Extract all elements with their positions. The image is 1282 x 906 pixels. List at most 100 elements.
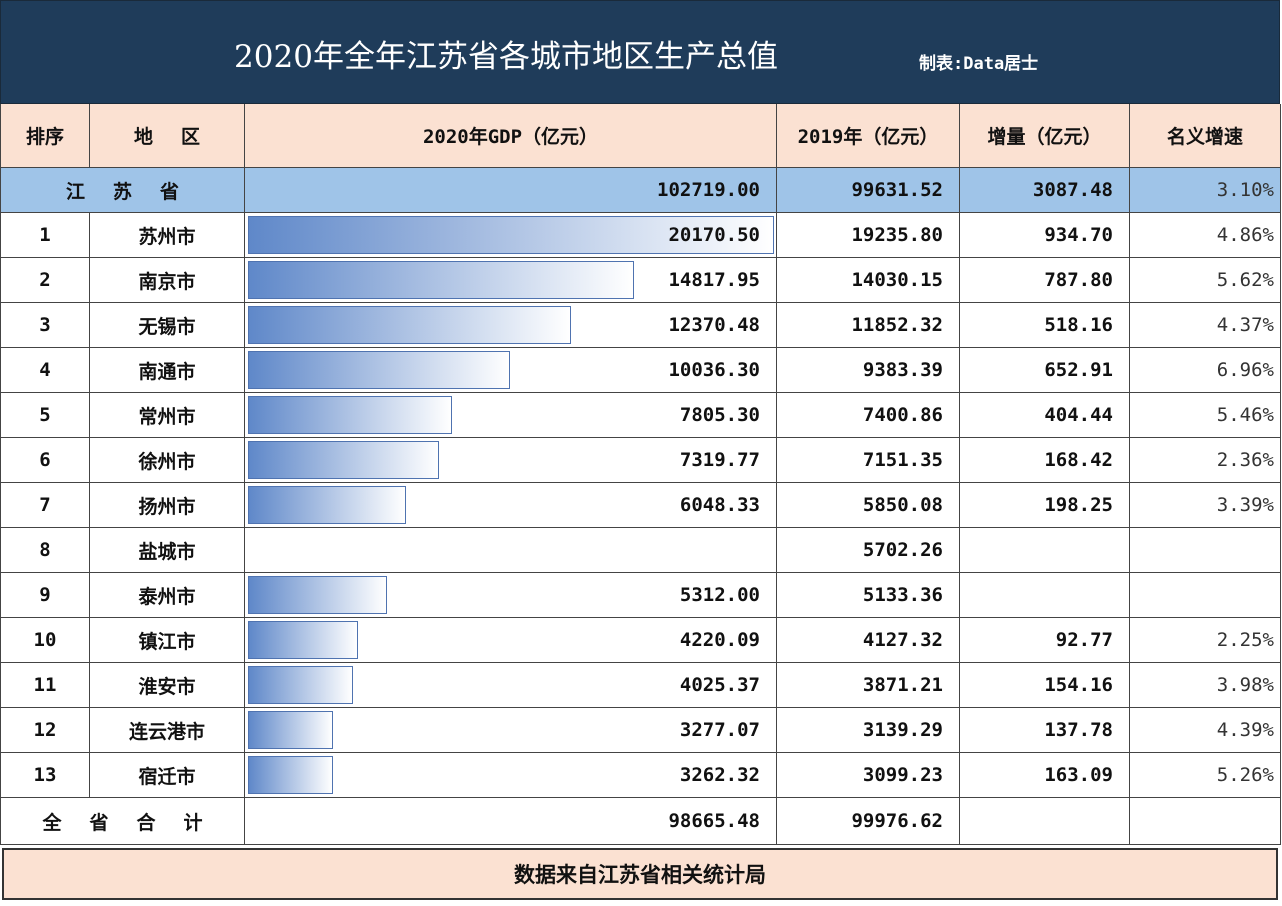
gdp-2019: 4127.32 — [777, 618, 960, 663]
cell-text: 137.78 — [1044, 719, 1113, 741]
cell-text: 5133.36 — [862, 584, 943, 606]
rank: 12 — [0, 708, 90, 753]
cell-text: 4.86% — [1216, 224, 1274, 246]
city: 镇江市 — [90, 618, 245, 663]
city: 苏州市 — [90, 213, 245, 258]
cell-text: 5.26% — [1216, 764, 1274, 786]
cell-text: 镇江市 — [138, 630, 196, 653]
gdp-2020: 5312.00 — [245, 573, 777, 618]
cell-text: 404.44 — [1044, 404, 1113, 426]
growth-rate: 4.39% — [1130, 708, 1281, 753]
increase: 934.70 — [960, 213, 1130, 258]
cell-text: 苏州市 — [138, 225, 196, 248]
gdp-2019: 3099.23 — [777, 753, 960, 798]
gdp-2019: 11852.32 — [777, 303, 960, 348]
gdp-2020: 3262.32 — [245, 753, 777, 798]
growth-rate — [1130, 528, 1281, 573]
cell-text: 3099.23 — [862, 764, 943, 786]
column-header: 排序 — [0, 104, 90, 168]
data-bar — [248, 441, 439, 479]
cell-text: 92.77 — [1055, 629, 1113, 651]
cell-text: 淮安市 — [138, 675, 196, 698]
cell-text: 787.80 — [1044, 269, 1113, 291]
total-cell — [1130, 798, 1281, 845]
province-cell: 3087.48 — [960, 168, 1130, 213]
city: 南京市 — [90, 258, 245, 303]
cell-text: 江苏省 — [65, 180, 207, 203]
cell-text: 3087.48 — [1032, 179, 1113, 201]
cell-text: 7 — [39, 494, 51, 516]
column-header: 2019年（亿元） — [777, 104, 960, 168]
cell-text: 10 — [33, 629, 57, 651]
gdp-2020: 10036.30 — [245, 348, 777, 393]
cell-text: 13 — [33, 764, 57, 786]
cell-text: 11 — [33, 674, 57, 696]
cell-text: 连云港市 — [128, 720, 205, 743]
increase — [960, 573, 1130, 618]
cell-text: 2.25% — [1216, 629, 1274, 651]
cell-text: 盐城市 — [138, 540, 196, 563]
increase: 92.77 — [960, 618, 1130, 663]
data-bar — [248, 621, 359, 659]
gdp-2020: 14817.95 — [245, 258, 777, 303]
cell-text: 3.10% — [1216, 179, 1274, 201]
cell-text: 2020年GDP（亿元） — [422, 126, 599, 148]
cell-text: 5312.00 — [679, 584, 760, 606]
growth-rate: 4.86% — [1130, 213, 1281, 258]
gdp-2019: 19235.80 — [777, 213, 960, 258]
cell-text: 518.16 — [1044, 314, 1113, 336]
city: 常州市 — [90, 393, 245, 438]
growth-rate: 5.26% — [1130, 753, 1281, 798]
increase: 787.80 — [960, 258, 1130, 303]
cell-text: 7400.86 — [862, 404, 943, 426]
city: 淮安市 — [90, 663, 245, 708]
cell-text: 5 — [39, 404, 51, 426]
gdp-2019: 14030.15 — [777, 258, 960, 303]
cell-text: 宿迁市 — [138, 765, 196, 788]
column-header: 2020年GDP（亿元） — [245, 104, 777, 168]
data-bar — [248, 306, 571, 344]
increase: 198.25 — [960, 483, 1130, 528]
cell-text: 7805.30 — [679, 404, 760, 426]
data-bar — [248, 261, 635, 299]
gdp-2019: 5702.26 — [777, 528, 960, 573]
cell-text: 增量（亿元） — [987, 126, 1102, 148]
cell-text: 4.39% — [1216, 719, 1274, 741]
cell-text: 3277.07 — [679, 719, 760, 741]
rank: 8 — [0, 528, 90, 573]
city: 徐州市 — [90, 438, 245, 483]
increase: 652.91 — [960, 348, 1130, 393]
gdp-2020: 3277.07 — [245, 708, 777, 753]
cell-text: 652.91 — [1044, 359, 1113, 381]
cell-text: 地区 — [133, 126, 228, 148]
cell-text: 2 — [39, 269, 51, 291]
cell-text: 4.37% — [1216, 314, 1274, 336]
cell-text: 4220.09 — [679, 629, 760, 651]
gdp-2019: 9383.39 — [777, 348, 960, 393]
cell-text: 3 — [39, 314, 51, 336]
rank: 7 — [0, 483, 90, 528]
cell-text: 9383.39 — [862, 359, 943, 381]
increase: 154.16 — [960, 663, 1130, 708]
column-header: 名义增速 — [1130, 104, 1281, 168]
column-header: 增量（亿元） — [960, 104, 1130, 168]
cell-text: 1 — [39, 224, 51, 246]
gdp-2019: 3139.29 — [777, 708, 960, 753]
data-bar — [248, 576, 387, 614]
increase: 518.16 — [960, 303, 1130, 348]
province-cell: 99631.52 — [777, 168, 960, 213]
rank: 10 — [0, 618, 90, 663]
gdp-2020: 6048.33 — [245, 483, 777, 528]
increase: 137.78 — [960, 708, 1130, 753]
cell-text: 3871.21 — [862, 674, 943, 696]
increase: 168.42 — [960, 438, 1130, 483]
cell-text: 20170.50 — [668, 224, 760, 246]
cell-text: 5850.08 — [862, 494, 943, 516]
cell-text: 5702.26 — [862, 539, 943, 561]
city: 泰州市 — [90, 573, 245, 618]
rank: 5 — [0, 393, 90, 438]
growth-rate: 6.96% — [1130, 348, 1281, 393]
total-cell: 98665.48 — [245, 798, 777, 845]
cell-text: 3139.29 — [862, 719, 943, 741]
